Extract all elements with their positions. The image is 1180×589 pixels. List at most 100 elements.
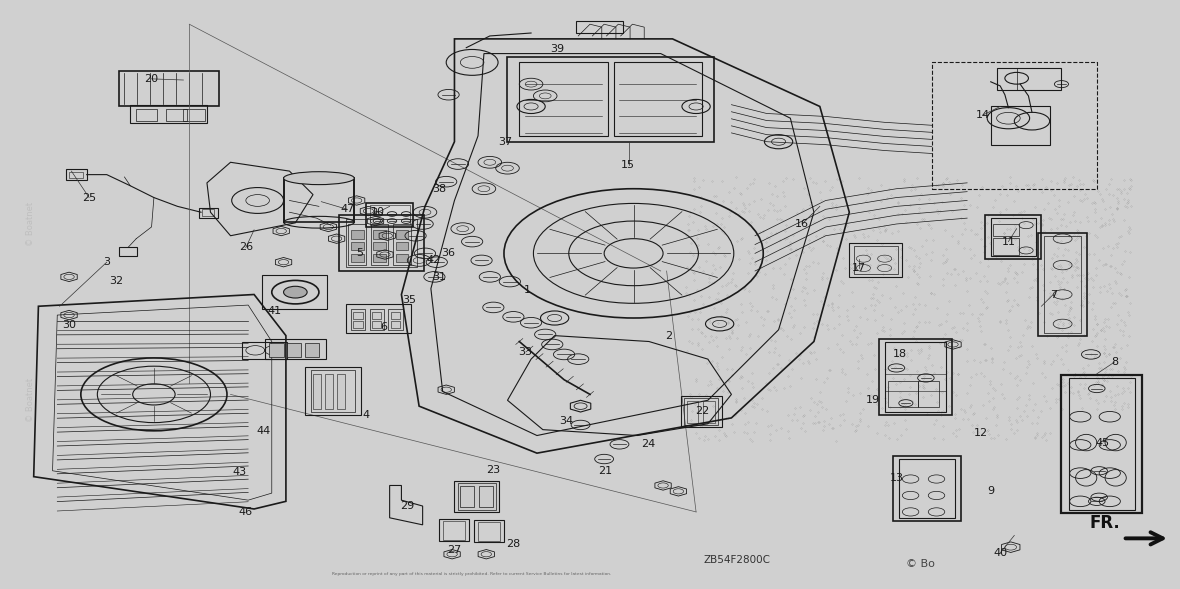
Point — [732, 345, 750, 355]
Point — [696, 391, 715, 400]
Point — [713, 282, 732, 291]
Point — [733, 207, 752, 216]
Point — [1018, 356, 1037, 366]
Point — [974, 297, 992, 307]
Text: 20: 20 — [144, 74, 158, 84]
Point — [804, 243, 822, 253]
Point — [1048, 296, 1067, 306]
Point — [723, 327, 742, 336]
Point — [716, 431, 735, 440]
Point — [1094, 244, 1113, 253]
Point — [1020, 246, 1038, 255]
Point — [1095, 282, 1114, 291]
Point — [1064, 230, 1083, 239]
Point — [813, 237, 832, 246]
Point — [1103, 372, 1122, 381]
Point — [754, 213, 773, 223]
Point — [1015, 406, 1034, 416]
Point — [900, 200, 919, 210]
Point — [944, 336, 963, 346]
Text: 33: 33 — [518, 347, 532, 357]
Point — [1108, 197, 1127, 206]
Point — [831, 227, 850, 236]
Point — [787, 250, 806, 260]
Point — [1021, 323, 1040, 332]
Point — [799, 356, 818, 365]
Point — [749, 332, 768, 341]
Point — [918, 219, 937, 229]
Point — [861, 260, 880, 270]
Point — [1114, 184, 1133, 193]
Point — [999, 412, 1018, 421]
Point — [1116, 320, 1135, 330]
Point — [896, 415, 914, 425]
Point — [838, 388, 857, 397]
Point — [1115, 365, 1134, 374]
Bar — [388, 309, 402, 330]
Point — [1008, 269, 1027, 279]
Point — [778, 331, 796, 340]
Point — [868, 236, 887, 245]
Bar — [310, 370, 355, 412]
Point — [972, 326, 991, 336]
Point — [1082, 304, 1101, 313]
Bar — [372, 312, 381, 319]
Point — [894, 289, 913, 298]
Point — [1069, 386, 1088, 395]
Point — [1100, 349, 1119, 359]
Bar — [283, 178, 354, 222]
Point — [1058, 197, 1077, 206]
Point — [988, 410, 1007, 419]
Point — [693, 329, 712, 338]
Point — [1014, 330, 1032, 339]
Point — [694, 299, 713, 309]
Point — [1047, 299, 1066, 309]
Text: ZB54F2800C: ZB54F2800C — [703, 555, 771, 565]
Point — [1100, 369, 1119, 379]
Point — [1093, 323, 1112, 333]
Point — [1012, 415, 1031, 425]
Point — [831, 410, 850, 419]
Point — [1088, 233, 1107, 242]
Point — [910, 299, 929, 309]
Point — [906, 322, 925, 332]
Point — [1004, 273, 1023, 283]
Point — [1043, 356, 1062, 366]
Point — [932, 197, 951, 206]
Point — [1060, 184, 1079, 194]
Point — [763, 263, 782, 273]
Point — [1053, 294, 1071, 304]
Point — [795, 283, 814, 292]
Point — [784, 230, 802, 239]
Point — [863, 377, 881, 386]
Point — [1058, 378, 1077, 388]
Point — [859, 421, 878, 431]
Point — [1068, 270, 1087, 280]
Point — [1100, 189, 1119, 198]
Bar — [850, 243, 903, 277]
Point — [1010, 337, 1029, 347]
Point — [733, 383, 752, 393]
Point — [1057, 221, 1076, 231]
Point — [913, 392, 932, 402]
Point — [814, 421, 833, 431]
Point — [892, 395, 911, 404]
Point — [1001, 341, 1020, 350]
Point — [1122, 181, 1141, 190]
Bar — [373, 254, 386, 262]
Point — [717, 308, 736, 317]
Point — [861, 293, 880, 302]
Point — [1086, 352, 1104, 361]
Bar — [932, 62, 1096, 188]
Point — [811, 388, 830, 397]
Point — [927, 206, 946, 215]
Point — [792, 423, 811, 432]
Point — [985, 385, 1004, 395]
Point — [1025, 202, 1044, 211]
Point — [1071, 393, 1090, 402]
Point — [707, 332, 726, 342]
Point — [876, 364, 894, 373]
Point — [1001, 305, 1020, 315]
Point — [1066, 265, 1084, 274]
Point — [818, 240, 837, 250]
